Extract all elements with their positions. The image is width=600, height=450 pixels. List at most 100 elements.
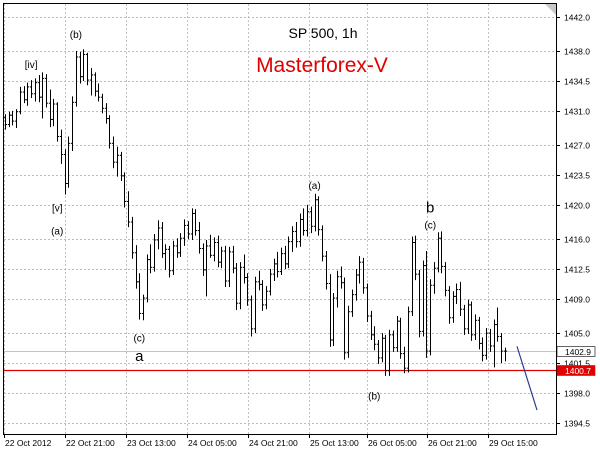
ohlc-bar [342, 277, 347, 360]
x-tick-label: 29 Oct 15:00 [489, 438, 538, 448]
chart-title: SP 500, 1h [288, 25, 357, 41]
ohlc-bar [40, 72, 45, 119]
ohlc-bar [216, 235, 221, 268]
wave-label: (a) [51, 227, 63, 238]
y-tick-label: 1398.0 [564, 389, 590, 399]
ohlc-bar [104, 103, 109, 124]
y-tick-label: 1416.0 [564, 235, 590, 245]
ohlc-bar [18, 86, 23, 115]
ohlc-bar [458, 281, 463, 317]
ohlc-bar [175, 238, 180, 258]
ohlc-bar [96, 83, 101, 102]
y-tick-label: 1434.5 [564, 77, 590, 87]
ohlc-bar [335, 270, 340, 308]
ohlc-bar [260, 280, 265, 311]
ohlc-bar [160, 221, 165, 258]
y-tick-label: 1438.0 [564, 47, 590, 57]
corner-arrow-icon [545, 4, 556, 15]
ohlc-bar [424, 251, 429, 358]
ohlc-bar [190, 208, 195, 240]
ohlc-bar [37, 74, 42, 103]
ohlc-bar [59, 129, 64, 164]
ohlc-bar [29, 80, 34, 99]
wave-label: (c) [133, 333, 145, 344]
ohlc-bar [137, 273, 142, 320]
price-tag-label: 1400.7 [565, 366, 591, 376]
ohlc-bar [447, 286, 452, 324]
y-tick-label: 1442.0 [564, 13, 590, 23]
ohlc-bar [78, 51, 83, 84]
ohlc-bar [10, 110, 15, 126]
ohlc-bar [290, 226, 295, 252]
x-tick-label: 22 Oct 2012 [5, 438, 52, 448]
ohlc-bar [3, 114, 8, 130]
ohlc-bar [484, 327, 489, 360]
ohlc-bar [350, 289, 355, 317]
ohlc-bar [492, 319, 497, 368]
ohlc-bar [283, 245, 288, 270]
ohlc-bar [119, 151, 124, 181]
ohlc-bar [25, 82, 30, 106]
ohlc-bar [141, 294, 146, 321]
wave-label: (a) [308, 181, 320, 192]
ohlc-bar [413, 235, 418, 281]
ohlc-bar [208, 234, 213, 258]
ohlc-bar [301, 208, 306, 236]
ohlc-bar [223, 245, 228, 287]
ohlc-bar [294, 221, 299, 248]
ohlc-bar [499, 333, 504, 364]
wave-label: (b) [70, 30, 82, 41]
y-tick-label: 1412.5 [564, 265, 590, 275]
ohlc-bar [309, 206, 314, 234]
ohlc-bar [439, 231, 444, 274]
ohlc-bar [454, 283, 459, 305]
y-tick-label: 1394.5 [564, 419, 590, 429]
ohlc-bar [81, 49, 86, 81]
ohlc-bar [402, 346, 407, 374]
ohlc-bar [44, 74, 49, 108]
wave-label: b [426, 199, 434, 216]
ohlc-bar [417, 269, 422, 338]
ohlc-bar [268, 269, 273, 296]
ohlc-bar [122, 172, 127, 208]
ohlc-bar [186, 221, 191, 240]
y-tick-label: 1427.0 [564, 141, 590, 151]
x-tick-label: 26 Oct 21:00 [428, 438, 477, 448]
plot-frame [3, 3, 557, 435]
ohlc-bar [480, 337, 485, 362]
wave-label: (c) [424, 221, 436, 232]
ohlc-bar [130, 216, 135, 259]
ohlc-bar [443, 262, 448, 297]
y-tick-label: 1409.0 [564, 295, 590, 305]
bars-layer [3, 49, 508, 376]
ohlc-bar [395, 316, 400, 352]
ohlc-bar [74, 51, 79, 107]
ohlc-bar [286, 236, 291, 269]
price-tag-label: 1402.9 [565, 347, 591, 357]
ohlc-bar [55, 102, 60, 142]
ohlc-bar [204, 239, 209, 297]
y-tick-label: 1431.0 [564, 107, 590, 117]
ohlc-bar [398, 317, 403, 359]
ohlc-bar [324, 251, 329, 290]
ohlc-bar [48, 89, 53, 128]
ohlc-bar [7, 111, 12, 128]
ohlc-bar [473, 314, 478, 340]
ohlc-bar [339, 266, 344, 289]
ohlc-bar [163, 244, 168, 270]
ohlc-bar [305, 204, 310, 237]
ohlc-bar [421, 260, 426, 337]
wave-label: (b) [368, 392, 380, 403]
ohlc-bar [320, 225, 325, 262]
ohlc-bar [93, 72, 98, 97]
ohlc-bar [462, 304, 467, 335]
ohlc-bar [89, 68, 94, 96]
ohlc-bar [257, 270, 262, 291]
ohlc-bar [451, 291, 456, 323]
ohlc-bar [328, 274, 333, 347]
price-tag-box [556, 346, 596, 357]
ohlc-bar [410, 236, 415, 317]
x-tick-label: 24 Oct 21:00 [249, 438, 298, 448]
axis-layer: 1442.0 1438.0 1434.5 1431.0 1427.0 1423.5 1420… [4, 13, 596, 448]
ohlc-bar [115, 146, 120, 177]
